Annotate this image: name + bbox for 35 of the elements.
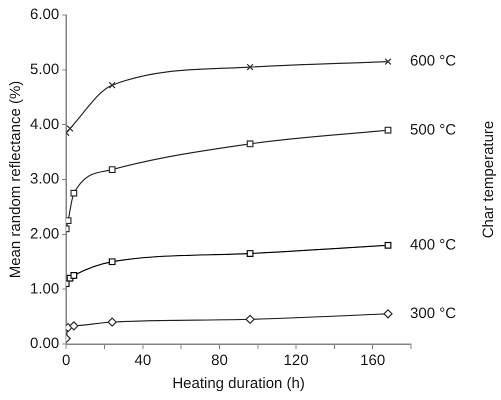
point bbox=[384, 126, 392, 134]
x-tick-label: 120 bbox=[284, 352, 309, 370]
y-tick-label: 5.00 bbox=[30, 60, 60, 78]
series-label: 300 °C bbox=[410, 304, 456, 322]
y-tick-label: 1.00 bbox=[30, 280, 60, 298]
point bbox=[384, 242, 392, 249]
point bbox=[246, 250, 254, 257]
point bbox=[108, 82, 116, 89]
point bbox=[246, 140, 254, 148]
x-tick-label: 160 bbox=[360, 352, 386, 370]
y-tick-label: 2.00 bbox=[30, 225, 60, 242]
series-label: 600 °C bbox=[410, 52, 456, 70]
x-tick-label: 40 bbox=[134, 352, 152, 370]
y-tick-label: 4.00 bbox=[30, 116, 60, 133]
point bbox=[70, 272, 78, 279]
point bbox=[66, 217, 72, 224]
y-axis-title: Mean random reflectance (%) bbox=[7, 80, 24, 278]
y-tick-label: 6.00 bbox=[30, 6, 60, 24]
point bbox=[108, 317, 117, 327]
x-tick-label: 0 bbox=[62, 352, 70, 370]
series-label: 500 °C bbox=[410, 121, 456, 138]
y-tick-label: 3.00 bbox=[30, 170, 60, 188]
y-tick-label: 0.00 bbox=[30, 335, 60, 352]
series-label: 400 °C bbox=[410, 236, 456, 254]
point bbox=[108, 258, 116, 266]
point bbox=[246, 64, 254, 71]
point bbox=[69, 321, 78, 331]
x-axis-title: Heating duration (h) bbox=[172, 375, 305, 392]
point bbox=[245, 314, 255, 324]
point bbox=[383, 309, 393, 318]
x-tick-label: 80 bbox=[211, 352, 228, 370]
y2-axis-title: Char temperature bbox=[480, 120, 498, 238]
point bbox=[384, 58, 392, 66]
point bbox=[70, 190, 78, 197]
point bbox=[108, 166, 116, 174]
